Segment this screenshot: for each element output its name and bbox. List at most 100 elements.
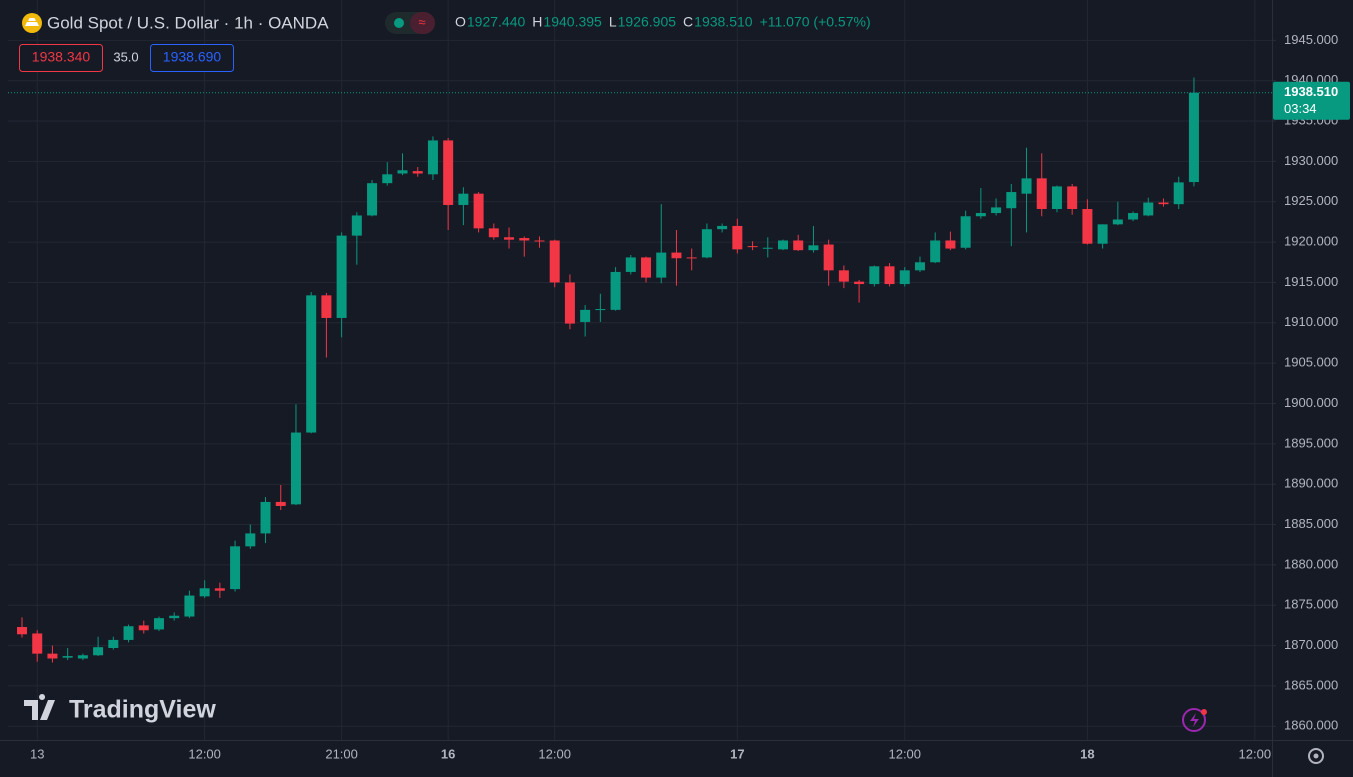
candle-body xyxy=(701,229,712,258)
ohlc-legend: O 1927.440 H 1940.395 L 1926.905 C 1938.510 +11.… xyxy=(455,14,871,30)
candle-body xyxy=(488,228,499,238)
overlay: Gold Spot / U.S. Dollar · 1h · OANDA ≈ O… xyxy=(8,12,1350,764)
settings-icon[interactable] xyxy=(1308,748,1324,764)
legend-key: L xyxy=(609,14,617,30)
candle-body xyxy=(1112,219,1123,225)
candle-body xyxy=(899,270,910,285)
candle-body xyxy=(1036,178,1047,210)
candle-body xyxy=(854,281,865,285)
y-tick-label: 1910.000 xyxy=(1284,314,1338,329)
candle-body xyxy=(123,626,134,640)
candle-body xyxy=(473,193,484,229)
candle-body xyxy=(671,252,682,259)
candle-body xyxy=(1143,202,1154,216)
candle-body xyxy=(1158,202,1169,205)
watermark-logo xyxy=(24,694,55,720)
legend-key: C xyxy=(683,14,693,30)
y-tick-label: 1895.000 xyxy=(1284,435,1338,450)
candle-body xyxy=(762,247,773,249)
candle-body xyxy=(321,295,332,318)
x-tick-label: 16 xyxy=(441,746,455,761)
candle-body xyxy=(838,270,849,282)
candle-body xyxy=(686,257,697,259)
candle-body xyxy=(930,240,941,263)
y-tick-label: 1865.000 xyxy=(1284,677,1338,692)
status-pill-alt[interactable] xyxy=(410,12,435,34)
candle-body xyxy=(960,216,971,248)
candle-body xyxy=(17,627,27,635)
candle-body xyxy=(884,266,895,285)
legend-key: O xyxy=(455,14,466,30)
y-tick-label: 1930.000 xyxy=(1284,153,1338,168)
y-tick-label: 1860.000 xyxy=(1284,718,1338,733)
status-icon: ≈ xyxy=(418,14,425,29)
chart-title: Gold Spot / U.S. Dollar · 1h · OANDA xyxy=(47,13,329,32)
x-tick-label: 12:00 xyxy=(188,746,221,761)
candle-body xyxy=(945,240,956,249)
candle-body xyxy=(245,533,256,547)
countdown: 03:34 xyxy=(1284,101,1317,116)
candle-body xyxy=(1128,213,1139,220)
candle-body xyxy=(549,240,560,283)
y-tick-label: 1870.000 xyxy=(1284,637,1338,652)
candle-body xyxy=(153,618,164,630)
candle-body xyxy=(32,633,43,654)
candle-body xyxy=(275,501,286,506)
buy-box[interactable] xyxy=(150,44,234,72)
candle-body xyxy=(397,170,408,174)
candle-body xyxy=(108,639,119,649)
candle-body xyxy=(534,240,545,242)
candle-body xyxy=(504,237,515,240)
symbol-logo-icon xyxy=(25,18,39,26)
candle-body xyxy=(1006,192,1017,209)
candle-body xyxy=(732,225,743,250)
candle-body xyxy=(47,653,58,659)
candle-body xyxy=(1067,186,1078,210)
ask-price: 1938.690 xyxy=(163,49,222,65)
candle-body xyxy=(991,207,1002,214)
candle-body xyxy=(1173,182,1184,205)
candle-body xyxy=(1188,92,1199,183)
candle-body xyxy=(1082,209,1093,244)
y-tick-label: 1900.000 xyxy=(1284,395,1338,410)
candle-body xyxy=(62,656,73,658)
candle-body xyxy=(625,257,636,272)
candle-body xyxy=(656,252,667,278)
candle-body xyxy=(443,140,454,205)
candle-body xyxy=(306,295,317,433)
y-tick-label: 1905.000 xyxy=(1284,355,1338,370)
y-tick-label: 1885.000 xyxy=(1284,516,1338,531)
candle-body xyxy=(184,595,195,617)
candle-body xyxy=(869,266,880,285)
y-tick-label: 1945.000 xyxy=(1284,32,1338,47)
candle-body xyxy=(823,244,834,271)
candle-body xyxy=(214,588,225,591)
watermark: TradingView xyxy=(24,694,216,724)
candle-body xyxy=(595,309,606,311)
candle-body xyxy=(717,225,728,230)
y-tick-label: 1920.000 xyxy=(1284,234,1338,249)
candle-body xyxy=(747,246,758,248)
candle-body xyxy=(519,238,530,241)
legend-value: 1926.905 xyxy=(618,14,677,30)
sell-box[interactable] xyxy=(19,44,103,72)
candle-body xyxy=(808,245,819,251)
candle-body xyxy=(336,235,347,318)
candle-body xyxy=(230,546,241,590)
y-tick-label: 1880.000 xyxy=(1284,556,1338,571)
candle-body xyxy=(641,257,652,278)
bid-price: 1938.340 xyxy=(32,49,91,65)
candle-body xyxy=(975,213,986,217)
legend-value: 1940.395 xyxy=(543,14,602,30)
alert-icon[interactable] xyxy=(1182,708,1206,732)
y-tick-label: 1875.000 xyxy=(1284,597,1338,612)
legend-value: 1938.510 xyxy=(694,14,753,30)
candle-body xyxy=(199,588,210,597)
legend-value: 1927.440 xyxy=(467,14,526,30)
x-tick-label: 12:00 xyxy=(1239,746,1272,761)
x-tick-label: 18 xyxy=(1080,746,1094,761)
spread: 35.0 xyxy=(113,49,138,64)
last-price-label: 1938.510 xyxy=(1284,84,1338,99)
